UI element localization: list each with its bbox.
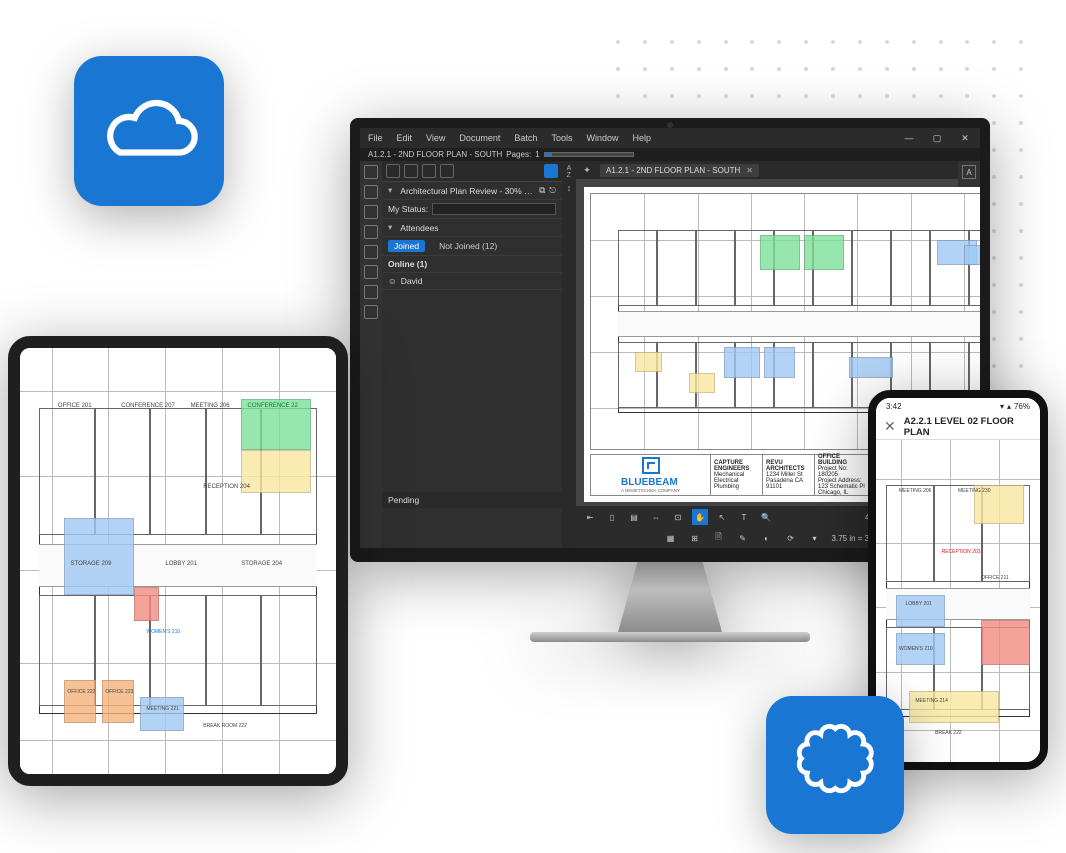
sort-strip: AZ ↕ (562, 161, 576, 548)
panel-ico-2[interactable] (404, 164, 418, 178)
pending-header[interactable]: Pending (382, 492, 562, 508)
tablet-plan[interactable]: OFFICE 201CONFERENCE 207MEETING 206CONFE… (20, 348, 336, 774)
pending-label: Pending (388, 495, 419, 505)
progress-label: A1.2.1 - 2ND FLOOR PLAN - SOUTH (368, 150, 502, 159)
phone-title: A2.2.1 LEVEL 02 FLOOR PLAN (904, 416, 1032, 438)
attendees-label: Attendees (400, 223, 438, 233)
fit-width-icon[interactable]: ⇔ (648, 509, 664, 525)
status-select[interactable] (432, 203, 556, 215)
panel-ico-3[interactable] (422, 164, 436, 178)
panel-ico-1[interactable] (386, 164, 400, 178)
nav-first-icon[interactable]: ⇤ (582, 509, 598, 525)
eraser-icon[interactable]: ◐ (760, 531, 774, 545)
progress-track (544, 152, 634, 157)
attendees-header[interactable]: ▾ Attendees (382, 219, 562, 237)
page-icon[interactable]: 🗎 (712, 531, 726, 545)
online-label: Online (1) (388, 259, 427, 269)
brand-name: BLUEBEAM (621, 478, 680, 488)
pages-value: 1 (535, 150, 539, 159)
panel-ico-session[interactable] (544, 164, 558, 178)
tab-close-icon[interactable]: ✕ (746, 166, 753, 175)
select-icon[interactable]: ↖ (714, 509, 730, 525)
single-page-icon[interactable]: ▯ (604, 509, 620, 525)
my-status-row: My Status: (382, 200, 562, 219)
signal-icon: ▴ (1007, 402, 1011, 411)
maximize-button[interactable]: ▢ (930, 131, 944, 145)
tab-joined[interactable]: Joined (388, 240, 425, 252)
pen-icon[interactable]: ✎ (736, 531, 750, 545)
pages-label: Pages: (506, 150, 531, 159)
tab-strip: ✦ A1.2.1 - 2ND FLOOR PLAN - SOUTH ✕ (576, 161, 958, 179)
my-status-label: My Status: (388, 204, 428, 214)
join-tabs: Joined Not Joined (12) (382, 237, 562, 256)
menu-edit[interactable]: Edit (397, 133, 413, 143)
tablet-device: OFFICE 201CONFERENCE 207MEETING 206CONFE… (8, 336, 348, 786)
scallop-icon (787, 717, 884, 814)
architect-cell: REVU ARCHITECTS 1234 Miller St Pasadena … (763, 455, 815, 495)
document-tab[interactable]: A1.2.1 - 2ND FLOOR PLAN - SOUTH ✕ (600, 164, 759, 177)
cloud-app-icon (74, 56, 224, 206)
menu-help[interactable]: Help (632, 133, 651, 143)
tab-not-joined[interactable]: Not Joined (12) (433, 240, 503, 252)
menu-window[interactable]: Window (586, 133, 618, 143)
copy-icon[interactable]: ⧉ (539, 185, 545, 196)
phone-status-bar: 3:42 ▾ ▴ 76% (876, 398, 1040, 414)
rail-filelist-icon[interactable] (364, 205, 378, 219)
menu-file[interactable]: File (368, 133, 383, 143)
revu-app-icon (766, 696, 904, 834)
menu-tools[interactable]: Tools (551, 133, 572, 143)
fit-page-icon[interactable]: ⊡ (670, 509, 686, 525)
phone-time: 3:42 (886, 402, 902, 411)
session-title-row: ▾ Architectural Plan Review - 30% - 518-… (382, 182, 562, 200)
cloud-icon (97, 79, 202, 184)
menu-bar: File Edit View Document Batch Tools Wind… (360, 128, 980, 148)
wifi-icon: ▾ (1000, 402, 1004, 411)
phone-close-button[interactable]: ✕ (884, 418, 896, 435)
menu-document[interactable]: Document (459, 133, 500, 143)
person-icon: ☺ (388, 276, 397, 286)
phone-title-bar: ✕ A2.2.1 LEVEL 02 FLOOR PLAN (876, 414, 1040, 440)
wand-icon[interactable]: ✦ (580, 163, 594, 177)
session-title: Architectural Plan Review - 30% - 518-46… (400, 186, 535, 196)
attendee-name: David (401, 276, 423, 286)
bluebeam-logo-icon (642, 457, 660, 474)
rail-markups-icon[interactable] (364, 265, 378, 279)
pan-icon[interactable]: ✋ (692, 509, 708, 525)
sort-az-icon[interactable]: AZ (567, 165, 572, 179)
continuous-icon[interactable]: ▤ (626, 509, 642, 525)
file-progress-bar: A1.2.1 - 2ND FLOOR PLAN - SOUTH Pages: 1 (360, 148, 980, 161)
project-cell: OFFICE BUILDING Project No: 180205 Proje… (815, 455, 873, 495)
online-row: Online (1) (382, 256, 562, 273)
text-select-icon[interactable]: T (736, 509, 752, 525)
tab-title: A1.2.1 - 2ND FLOOR PLAN - SOUTH (606, 166, 740, 175)
rail-studio-icon[interactable] (364, 245, 378, 259)
brand-subtitle: A NEMETSCHEK COMPANY (621, 488, 680, 493)
rail-thumbnails-icon[interactable] (364, 165, 378, 179)
close-button[interactable]: ✕ (958, 131, 972, 145)
menu-batch[interactable]: Batch (514, 133, 537, 143)
rail-sets-icon[interactable] (364, 305, 378, 319)
minimize-button[interactable]: — (902, 131, 916, 145)
brand-cell: BLUEBEAM A NEMETSCHEK COMPANY (591, 455, 711, 495)
studio-panel: ▾ Architectural Plan Review - 30% - 518-… (382, 161, 562, 548)
rail-bookmarks-icon[interactable] (364, 185, 378, 199)
sync-icon[interactable]: ⟳ (784, 531, 798, 545)
panel-toolbar (382, 161, 562, 182)
dropdown-icon[interactable]: ▾ (808, 531, 822, 545)
sort-arrow-icon[interactable]: ↕ (567, 183, 572, 193)
grid-icon[interactable]: ▦ (664, 531, 678, 545)
rail-layers-icon[interactable] (364, 285, 378, 299)
engineer-cell: CAPTURE ENGINEERS Mechanical Electrical … (711, 455, 763, 495)
snap-icon[interactable]: ⊞ (688, 531, 702, 545)
menu-view[interactable]: View (426, 133, 445, 143)
battery-label: 76% (1014, 402, 1030, 411)
zoom-icon[interactable]: 🔍 (758, 509, 774, 525)
left-rail (360, 161, 382, 548)
attendee-row[interactable]: ☺ David (382, 273, 562, 290)
rail-search-icon[interactable] (364, 225, 378, 239)
panel-ico-4[interactable] (440, 164, 454, 178)
tool-text-icon[interactable]: A (962, 165, 976, 179)
leave-icon[interactable]: ⎋ (549, 185, 556, 196)
